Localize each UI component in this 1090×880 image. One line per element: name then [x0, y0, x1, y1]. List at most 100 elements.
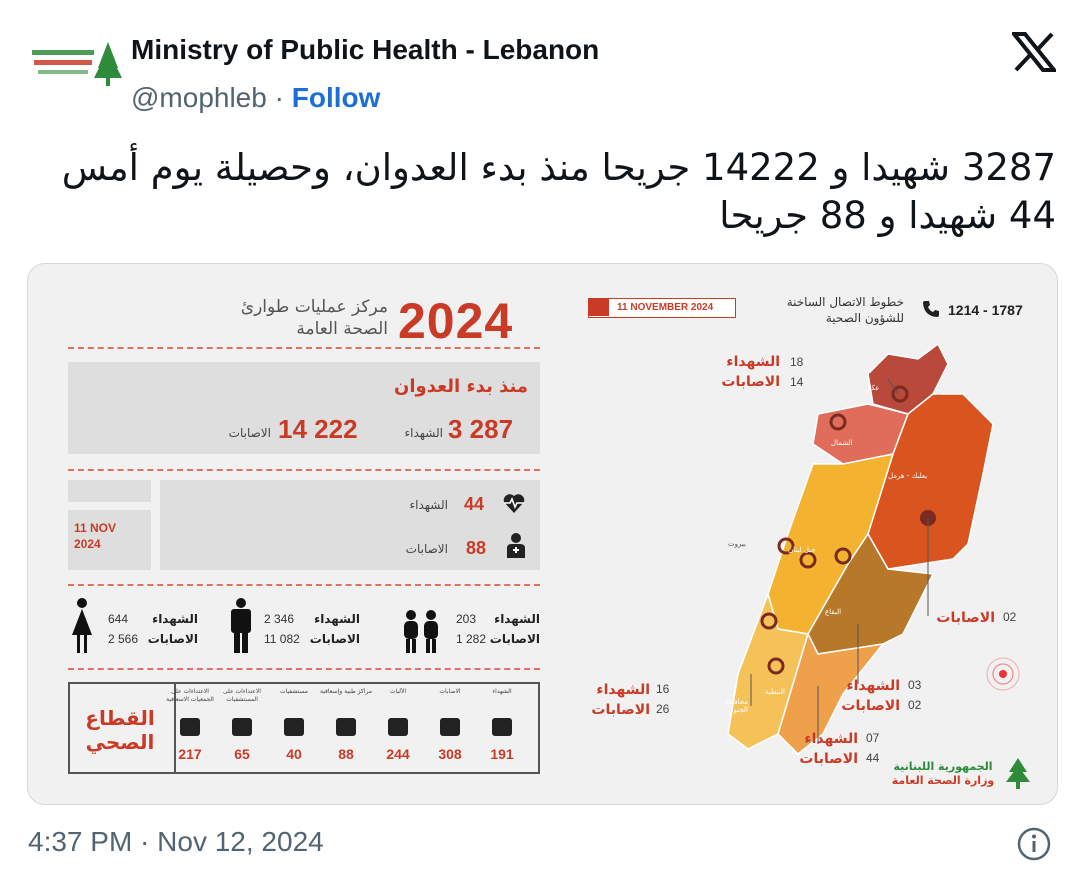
- author-handle[interactable]: @mophleb: [131, 82, 267, 113]
- hotline-label-line1: خطوط الاتصال الساخنة: [786, 295, 904, 309]
- health-stat-label: مراكز طبية وإسعافية: [320, 688, 372, 695]
- total-martyrs-value: 3 287: [448, 414, 514, 444]
- hospital-icon: [284, 718, 304, 736]
- children-injured-label: الاصابات: [489, 632, 540, 646]
- health-stat-label: الاعتداءات على المستشفيات: [223, 688, 261, 703]
- date-badge-text: 11 NOVEMBER 2024: [617, 302, 714, 313]
- callout-south-martyrs-label: الشهداء: [596, 682, 650, 698]
- callout-north-injured: 14: [790, 375, 804, 389]
- health-sector-table: [68, 682, 540, 774]
- total-injured-value: 14 222: [278, 414, 358, 444]
- day-date-tab: [68, 480, 151, 502]
- health-stat-value: 40: [286, 746, 302, 762]
- health-stat-label: الاصابات: [439, 688, 461, 695]
- since-label: منذ بدء العدوان: [394, 376, 528, 397]
- injured-person-icon: [507, 533, 525, 558]
- man-icon: [231, 598, 251, 653]
- paramedic-icon: [180, 718, 200, 736]
- separator: ·: [266, 82, 292, 113]
- hotline-numbers: 1214 - 1787: [948, 302, 1023, 318]
- callout-south-injured-label: الاصابات: [591, 702, 650, 718]
- health-sector-line1: القطاع: [85, 706, 155, 730]
- health-stat-label: الآليات: [389, 688, 407, 695]
- day-date-box: [68, 510, 151, 570]
- total-martyrs-label: الشهداء: [404, 426, 443, 440]
- health-stat-value: 88: [338, 746, 354, 762]
- callout-north-injured-label: الاصابات: [721, 374, 780, 390]
- footer-logo-line1: الجمهورية اللبنانية: [893, 760, 993, 773]
- children-martyrs: 203: [456, 612, 477, 626]
- health-stat-value: 191: [490, 746, 514, 762]
- hotline-label-line2: للشؤون الصحية: [825, 311, 904, 325]
- hotline-label: خطوط الاتصال الساخنة للشؤون الصحية: [744, 294, 904, 326]
- ambulance-icon: [388, 718, 408, 736]
- callout-bekaa-martyrs: 03: [908, 678, 922, 692]
- divider: [68, 347, 540, 349]
- heart-pulse-icon: [503, 494, 525, 513]
- men-injured: 11 082: [264, 632, 300, 646]
- calendar-icon: [589, 299, 609, 316]
- day-box: [160, 480, 540, 570]
- health-sector-line2: الصحي: [85, 730, 155, 754]
- table-divider: [174, 682, 176, 774]
- region-label-baalbek: بعلبك - هرمل: [888, 472, 928, 480]
- women-martyrs-label: الشهداء: [152, 612, 198, 626]
- callout-nabatieh-injured-label: الاصابات: [799, 751, 858, 767]
- women-martyrs: 644: [108, 612, 129, 626]
- ops-center-line2: الصحة العامة: [296, 319, 388, 339]
- women-injured-label: الاصابات: [147, 632, 198, 646]
- women-injured: 2 566: [108, 632, 139, 646]
- day-martyrs-label: الشهداء: [409, 498, 448, 512]
- ministry-logo-icon: [28, 30, 122, 98]
- date-badge: 11 NOVEMBER 2024: [588, 298, 736, 318]
- cumulative-box: [68, 362, 540, 454]
- avatar[interactable]: [28, 30, 122, 98]
- callout-baalbek-injured-label: الاصابات: [936, 610, 995, 626]
- callout-south-injured: 26: [656, 702, 670, 716]
- x-logo-icon[interactable]: [1012, 32, 1056, 72]
- region-label-nabatieh: النبطية: [765, 688, 785, 696]
- hospital-attack-icon: [232, 718, 252, 736]
- region-label-south: محافظة الجنوب: [724, 698, 748, 714]
- children-martyrs-label: الشهداء: [494, 612, 540, 626]
- tweet-text: 3287 شهيدا و 14222 جريحا منذ بدء العدوان…: [61, 146, 1056, 237]
- region-label-beirut: بيروت: [728, 540, 746, 548]
- health-stat-value: 244: [386, 746, 410, 762]
- children-icon: [404, 610, 438, 653]
- callout-nabatieh-martyrs: 07: [866, 731, 880, 745]
- tweet-header: Ministry of Public Health - Lebanon @mop…: [28, 30, 1062, 120]
- author-name[interactable]: Ministry of Public Health - Lebanon: [131, 34, 600, 65]
- day-injured-value: 88: [466, 538, 487, 558]
- woman-icon: [72, 598, 92, 653]
- region-label-akkar: عكار: [866, 384, 880, 392]
- radar-icon: [986, 657, 1020, 691]
- divider: [68, 469, 540, 471]
- ops-center-line1: مركز عمليات طوارئ: [240, 297, 388, 317]
- phone-icon: [923, 301, 939, 317]
- year-title: 2024: [398, 293, 514, 349]
- map-region-nabatieh: [777, 631, 885, 756]
- health-stat-value: 65: [234, 746, 250, 762]
- day-date: 11 NOV 2024: [74, 521, 117, 551]
- day-injured-label: الاصابات: [405, 542, 448, 556]
- follow-button[interactable]: Follow: [291, 82, 381, 113]
- tweet-timestamp[interactable]: 4:37 PM · Nov 12, 2024: [28, 826, 324, 857]
- callout-bekaa-injured: 02: [908, 698, 922, 712]
- health-stat-label: الشهداء: [492, 688, 512, 695]
- men-martyrs-label: الشهداء: [314, 612, 360, 626]
- callout-north-martyrs-label: الشهداء: [726, 354, 780, 370]
- region-label-mount-lebanon: جبل لبنان: [788, 546, 816, 554]
- infographic-image[interactable]: 2024 مركز عمليات طوارئ الصحة العامة منذ …: [27, 263, 1058, 805]
- total-injured-label: الاصابات: [228, 426, 271, 440]
- footer-logo-text: الجمهورية اللبنانية وزارة الصحة العامة: [888, 760, 998, 788]
- info-icon[interactable]: [1016, 826, 1052, 862]
- divider: [68, 668, 540, 670]
- medical-center-icon: [336, 718, 356, 736]
- callout-nabatieh-martyrs-label: الشهداء: [804, 731, 858, 747]
- callout-baalbek-injured: 02: [1003, 610, 1017, 624]
- region-label-north: الشمال: [831, 439, 853, 447]
- callout-bekaa-martyrs-label: الشهداء: [846, 678, 900, 694]
- region-label-bekaa: البقاع: [825, 608, 842, 616]
- men-martyrs: 2 346: [264, 612, 295, 626]
- ops-center-title: مركز عمليات طوارئ الصحة العامة: [228, 296, 388, 340]
